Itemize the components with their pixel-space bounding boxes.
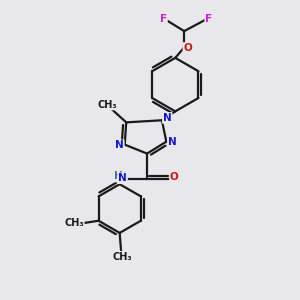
Text: F: F bbox=[160, 14, 167, 24]
Text: CH₃: CH₃ bbox=[112, 252, 132, 262]
Text: O: O bbox=[183, 43, 192, 53]
Text: F: F bbox=[205, 14, 212, 24]
Text: CH₃: CH₃ bbox=[64, 218, 84, 228]
Text: H: H bbox=[114, 172, 123, 182]
Text: N: N bbox=[118, 173, 127, 183]
Text: N: N bbox=[163, 113, 172, 123]
Text: CH₃: CH₃ bbox=[98, 100, 117, 110]
Text: N: N bbox=[168, 137, 177, 147]
Text: O: O bbox=[170, 172, 179, 182]
Text: N: N bbox=[115, 140, 124, 150]
